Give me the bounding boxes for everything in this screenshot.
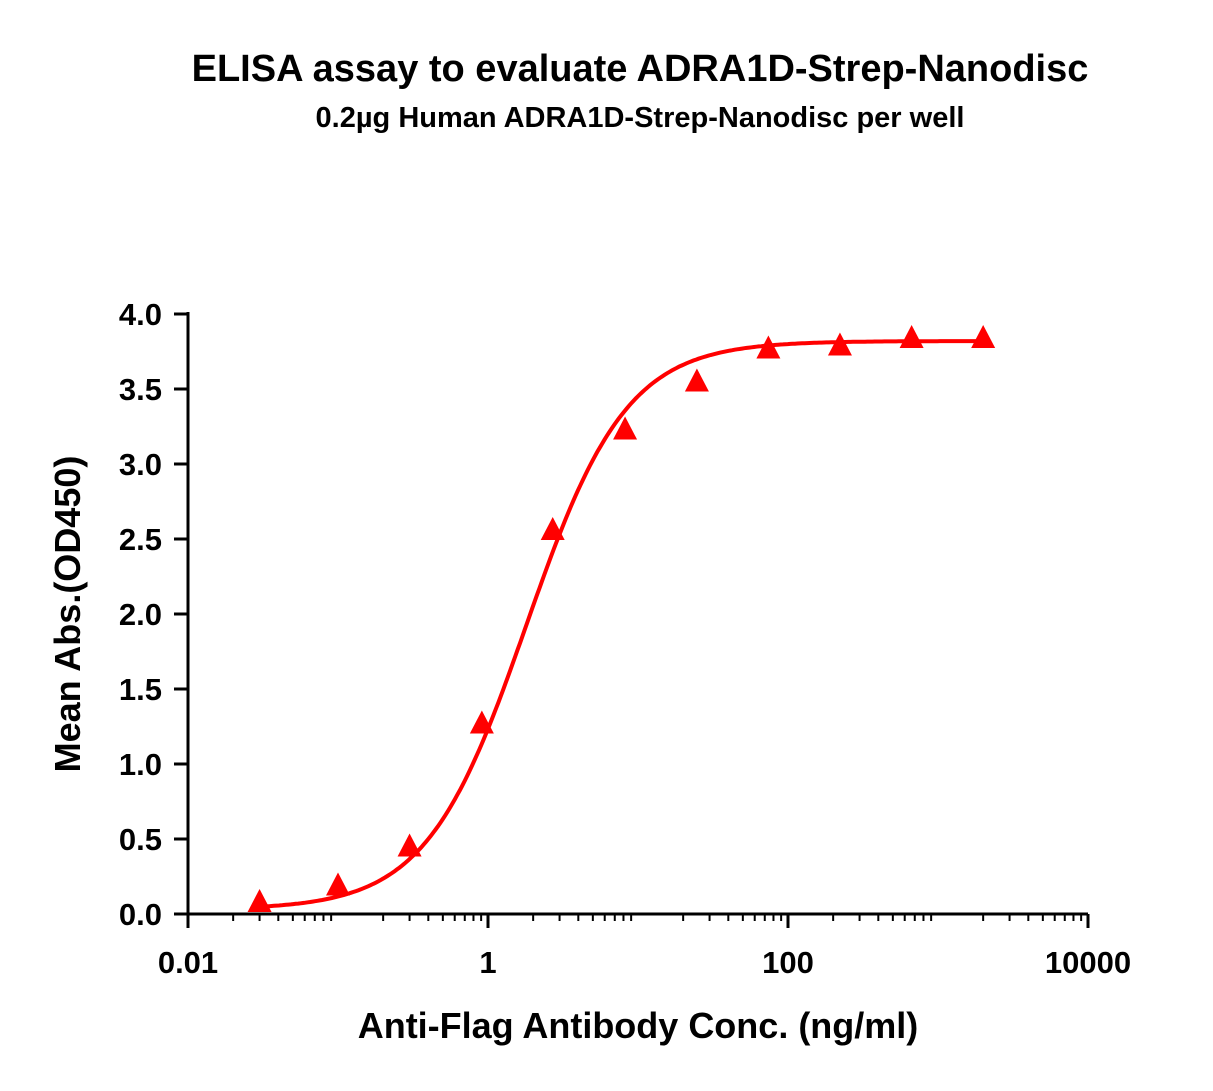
x-tick-label: 10000 xyxy=(1045,945,1131,980)
y-tick-label: 0.5 xyxy=(119,822,162,857)
x-tick-label: 0.01 xyxy=(158,945,218,980)
data-point-triangle xyxy=(899,325,924,348)
y-tick-label: 2.5 xyxy=(119,522,162,557)
data-point-triangle xyxy=(613,416,638,440)
data-point-triangle xyxy=(469,710,494,734)
data-point-triangle xyxy=(971,325,996,348)
data-point-triangle xyxy=(540,517,565,540)
chart-subtitle: 0.2µg Human ADRA1D-Strep-Nanodisc per we… xyxy=(315,102,965,134)
y-tick-label: 2.0 xyxy=(119,597,162,632)
y-tick-label: 0.0 xyxy=(119,897,162,932)
y-tick-label: 3.5 xyxy=(119,372,162,407)
x-axis-label: Anti-Flag Antibody Conc. (ng/ml) xyxy=(358,1005,919,1046)
data-point-triangle xyxy=(397,833,422,857)
x-tick-label: 1 xyxy=(479,945,496,980)
y-tick-label: 3.0 xyxy=(119,447,162,482)
fit-curve xyxy=(259,339,984,909)
y-tick-label: 1.5 xyxy=(119,672,162,707)
data-point-triangle xyxy=(247,889,272,912)
x-tick-label: 100 xyxy=(762,945,814,980)
y-axis-label: Mean Abs.(OD450) xyxy=(47,456,88,773)
y-tick-label: 1.0 xyxy=(119,747,162,782)
chart-title: ELISA assay to evaluate ADRA1D-Strep-Nan… xyxy=(191,48,1089,90)
data-point-triangle xyxy=(827,332,852,356)
data-point-triangle xyxy=(756,335,781,359)
data-point-triangle xyxy=(684,368,709,392)
data-point-triangle xyxy=(326,872,350,896)
y-tick-label: 4.0 xyxy=(119,297,162,332)
